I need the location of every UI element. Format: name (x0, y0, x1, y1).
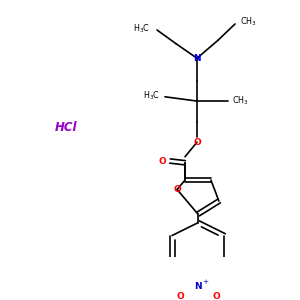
Text: −: − (170, 298, 176, 300)
Text: N: N (193, 54, 201, 63)
Text: O: O (212, 292, 220, 300)
Text: H$_3$C: H$_3$C (133, 22, 150, 34)
Text: HCl: HCl (55, 121, 77, 134)
Text: CH$_3$: CH$_3$ (232, 95, 249, 107)
Text: N: N (194, 282, 202, 291)
Text: O: O (158, 157, 166, 166)
Text: +: + (202, 279, 208, 285)
Text: O: O (176, 292, 184, 300)
Text: CH$_3$: CH$_3$ (240, 15, 257, 28)
Text: O: O (193, 138, 201, 147)
Text: H$_3$C: H$_3$C (143, 90, 160, 102)
Text: O: O (173, 185, 181, 194)
